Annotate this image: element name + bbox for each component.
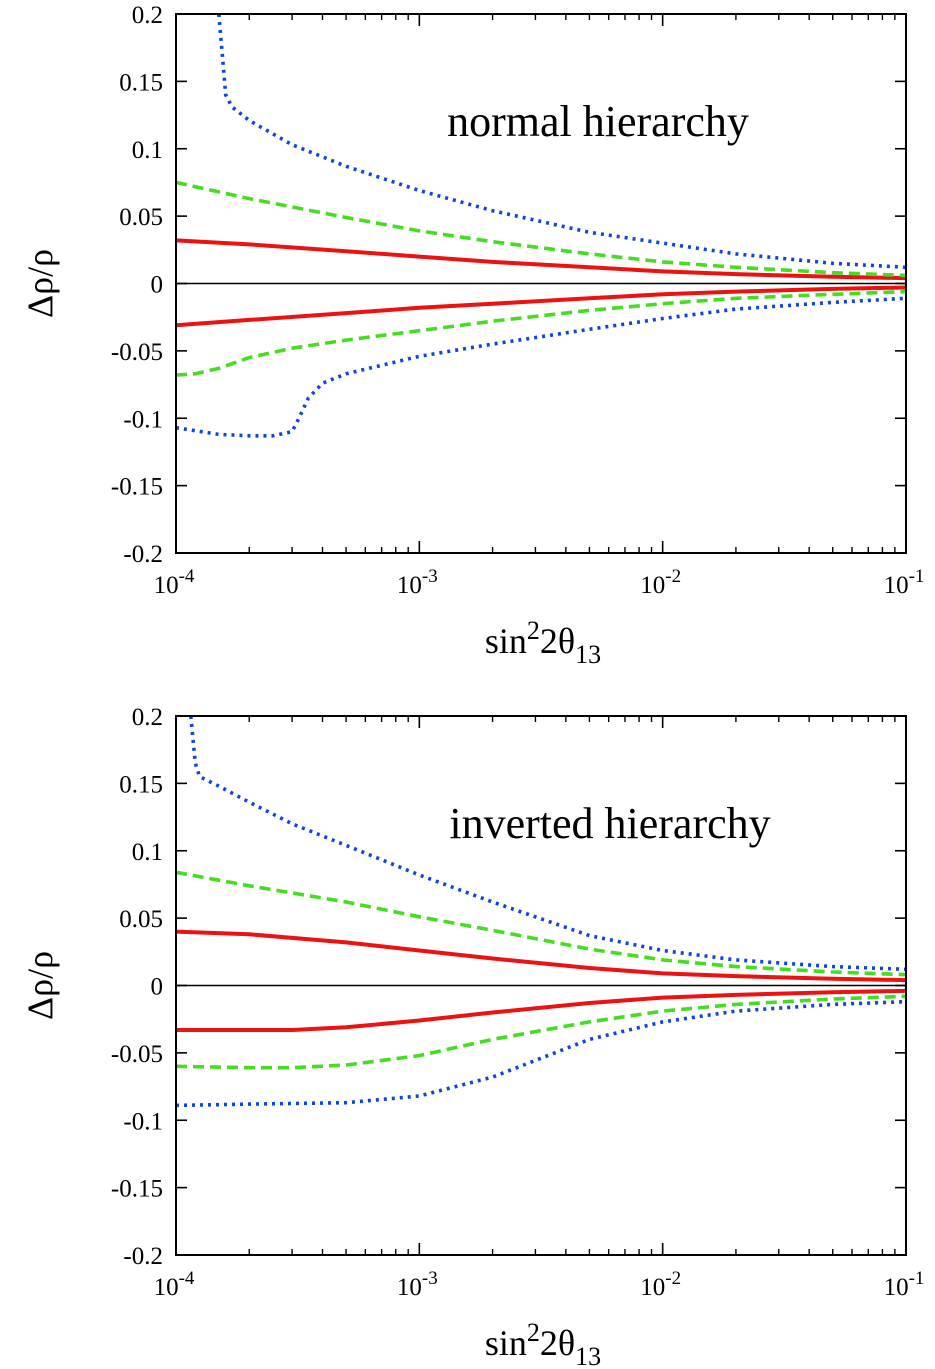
y-tick-label: -0.1 (123, 406, 163, 433)
panel-title: inverted hierarchy (449, 799, 770, 848)
series-line-dotted (176, 999, 906, 1108)
plot-frame (175, 715, 907, 1256)
y-tick-label: 0.15 (119, 69, 163, 96)
x-tick-label: 10-4 (154, 1268, 195, 1301)
x-tick-label: 10-4 (154, 566, 195, 599)
x-tick-label: 10-2 (640, 566, 681, 599)
x-tick-label: 10-1 (884, 1268, 925, 1301)
chart-panel-1: 0.2 0.15 0.1 0.05 0 -0.05 -0.1 -0.15 -0.210-4 10-… (20, 2, 924, 669)
series-line-dashed (176, 180, 906, 278)
y-tick-label: -0.15 (111, 1176, 163, 1203)
x-tick-label: 10-3 (397, 566, 438, 599)
panel-title: normal hierarchy (447, 97, 749, 146)
y-tick-label: 0 (151, 272, 164, 299)
y-tick-label: 0.05 (119, 906, 163, 933)
chart-panel-2: 0.2 0.15 0.1 0.05 0 -0.05 -0.1 -0.15 -0.210-4 10-… (20, 704, 924, 1369)
y-tick-label: 0 (151, 974, 164, 1001)
y-tick-label: -0.05 (111, 1041, 163, 1068)
series-line-solid (176, 988, 906, 1032)
y-tick-label: -0.1 (123, 1108, 163, 1135)
y-tick-label: -0.15 (111, 474, 163, 501)
y-tick-label: 0.2 (132, 704, 163, 731)
plot-frame (175, 13, 907, 554)
y-tick-label: -0.2 (123, 1243, 163, 1270)
y-tick-label: 0.1 (132, 839, 163, 866)
y-tick-label: -0.2 (123, 541, 163, 568)
series-line-solid (176, 238, 906, 281)
y-axis-label: Δρ/ρ (20, 951, 60, 1020)
x-tick-label: 10-3 (397, 1268, 438, 1301)
x-tick-label: 10-1 (884, 566, 925, 599)
x-axis-label: sin22θ13 (485, 616, 601, 669)
series-line-dashed (176, 870, 906, 977)
y-tick-label: 0.2 (132, 2, 163, 29)
x-tick-label: 10-2 (640, 1268, 681, 1301)
series-line-dashed (176, 289, 906, 377)
y-tick-label: 0.1 (132, 137, 163, 164)
series-line-solid (176, 285, 906, 328)
y-tick-label: 0.05 (119, 204, 163, 231)
y-tick-label: -0.05 (111, 339, 163, 366)
series-line-dotted (189, 716, 906, 972)
y-axis-label: Δρ/ρ (20, 249, 60, 318)
x-axis-label: sin22θ13 (485, 1318, 601, 1369)
y-tick-label: 0.15 (119, 771, 163, 798)
series-line-solid (176, 929, 906, 983)
series-line-dashed (176, 994, 906, 1070)
